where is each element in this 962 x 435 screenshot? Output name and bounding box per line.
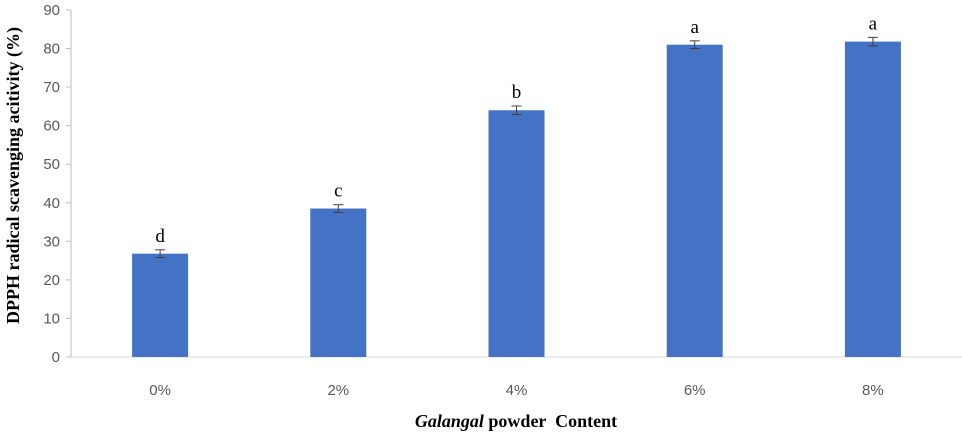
x-axis-title: Galangal powder Content bbox=[415, 411, 617, 431]
y-axis-ticks: 0 10 20 30 40 50 60 70 80 90 bbox=[43, 2, 71, 366]
error-bar bbox=[333, 204, 344, 213]
bar bbox=[844, 41, 901, 358]
x-category-label: 6% bbox=[684, 382, 706, 399]
y-tick-label: 10 bbox=[43, 310, 60, 327]
x-category-label: 2% bbox=[327, 382, 349, 399]
bar bbox=[132, 253, 189, 357]
error-bar bbox=[511, 105, 522, 115]
y-tick-label: 90 bbox=[43, 2, 60, 19]
bar bbox=[488, 110, 545, 357]
significance-letter: b bbox=[512, 82, 522, 103]
bar bbox=[310, 208, 367, 357]
y-tick-label: 20 bbox=[43, 272, 60, 289]
y-tick-label: 60 bbox=[43, 118, 60, 135]
error-bar bbox=[155, 249, 166, 259]
bars-group: d c b a a bbox=[132, 13, 901, 358]
y-tick-label: 70 bbox=[43, 79, 60, 96]
significance-letter: d bbox=[155, 226, 165, 247]
x-category-label: 4% bbox=[506, 382, 528, 399]
x-axis-title-italic: Galangal bbox=[415, 411, 484, 431]
x-axis-title-rest: powder Content bbox=[484, 411, 617, 431]
y-tick-label: 40 bbox=[43, 195, 60, 212]
category-labels: 0% 2% 4% 6% 8% bbox=[149, 382, 883, 399]
y-axis-title: DPPH radical scavenging acitivity (%) bbox=[3, 27, 24, 324]
y-tick-label: 30 bbox=[43, 233, 60, 250]
y-tick-label: 0 bbox=[52, 349, 60, 366]
y-tick-label: 50 bbox=[43, 156, 60, 173]
significance-letter: a bbox=[869, 13, 878, 34]
x-category-label: 8% bbox=[862, 382, 884, 399]
bar bbox=[666, 44, 723, 357]
x-category-label: 0% bbox=[149, 382, 171, 399]
error-bar bbox=[689, 40, 700, 50]
significance-letter: a bbox=[690, 17, 699, 38]
significance-letter: c bbox=[334, 181, 342, 202]
y-tick-label: 80 bbox=[43, 41, 60, 58]
error-bar bbox=[867, 36, 878, 47]
